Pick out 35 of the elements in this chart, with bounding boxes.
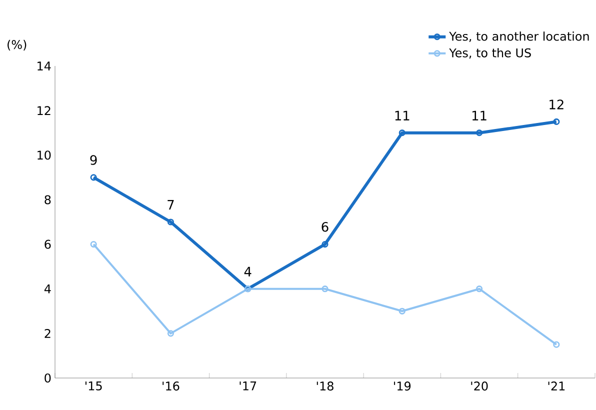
y-tick-label: 2 [44,328,50,338]
point [553,118,560,126]
y-tick-label: 8 [44,195,51,204]
point [476,286,483,292]
x-tick-label: '16 [162,382,180,391]
legend-label: Yes, to the US [449,48,531,59]
point [322,286,328,292]
y-tick-label: 4 [44,284,51,294]
y-tick-label: 6 [44,240,51,249]
x-tick-label: '15 [85,382,102,390]
data-label: 11 [472,110,486,120]
legend-label: Yes, to another location [449,32,589,42]
data-label: 12 [550,100,564,110]
data-label: 9 [90,155,97,165]
data-label: 4 [244,266,252,276]
y-tick-label: 10 [38,150,51,160]
x-tick-label: '21 [548,382,565,390]
y-tick-label: 12 [38,106,50,116]
point [167,218,174,226]
data-label: 11 [395,110,410,120]
point [322,240,328,248]
data-label: 7 [168,200,174,210]
data-label: 6 [322,222,328,232]
x-tick-label: '20 [471,382,488,391]
point [90,174,97,181]
point [398,130,406,136]
x-tick-label: '19 [394,382,411,391]
x-tick-label: '17 [240,382,256,390]
y-axis-title: (%) [8,40,26,50]
x-tick-label: '18 [316,382,334,391]
point [398,308,406,314]
y-tick-label: 0 [44,373,51,383]
point [476,130,483,136]
point [167,330,174,337]
y-tick-label: 14 [38,62,51,70]
